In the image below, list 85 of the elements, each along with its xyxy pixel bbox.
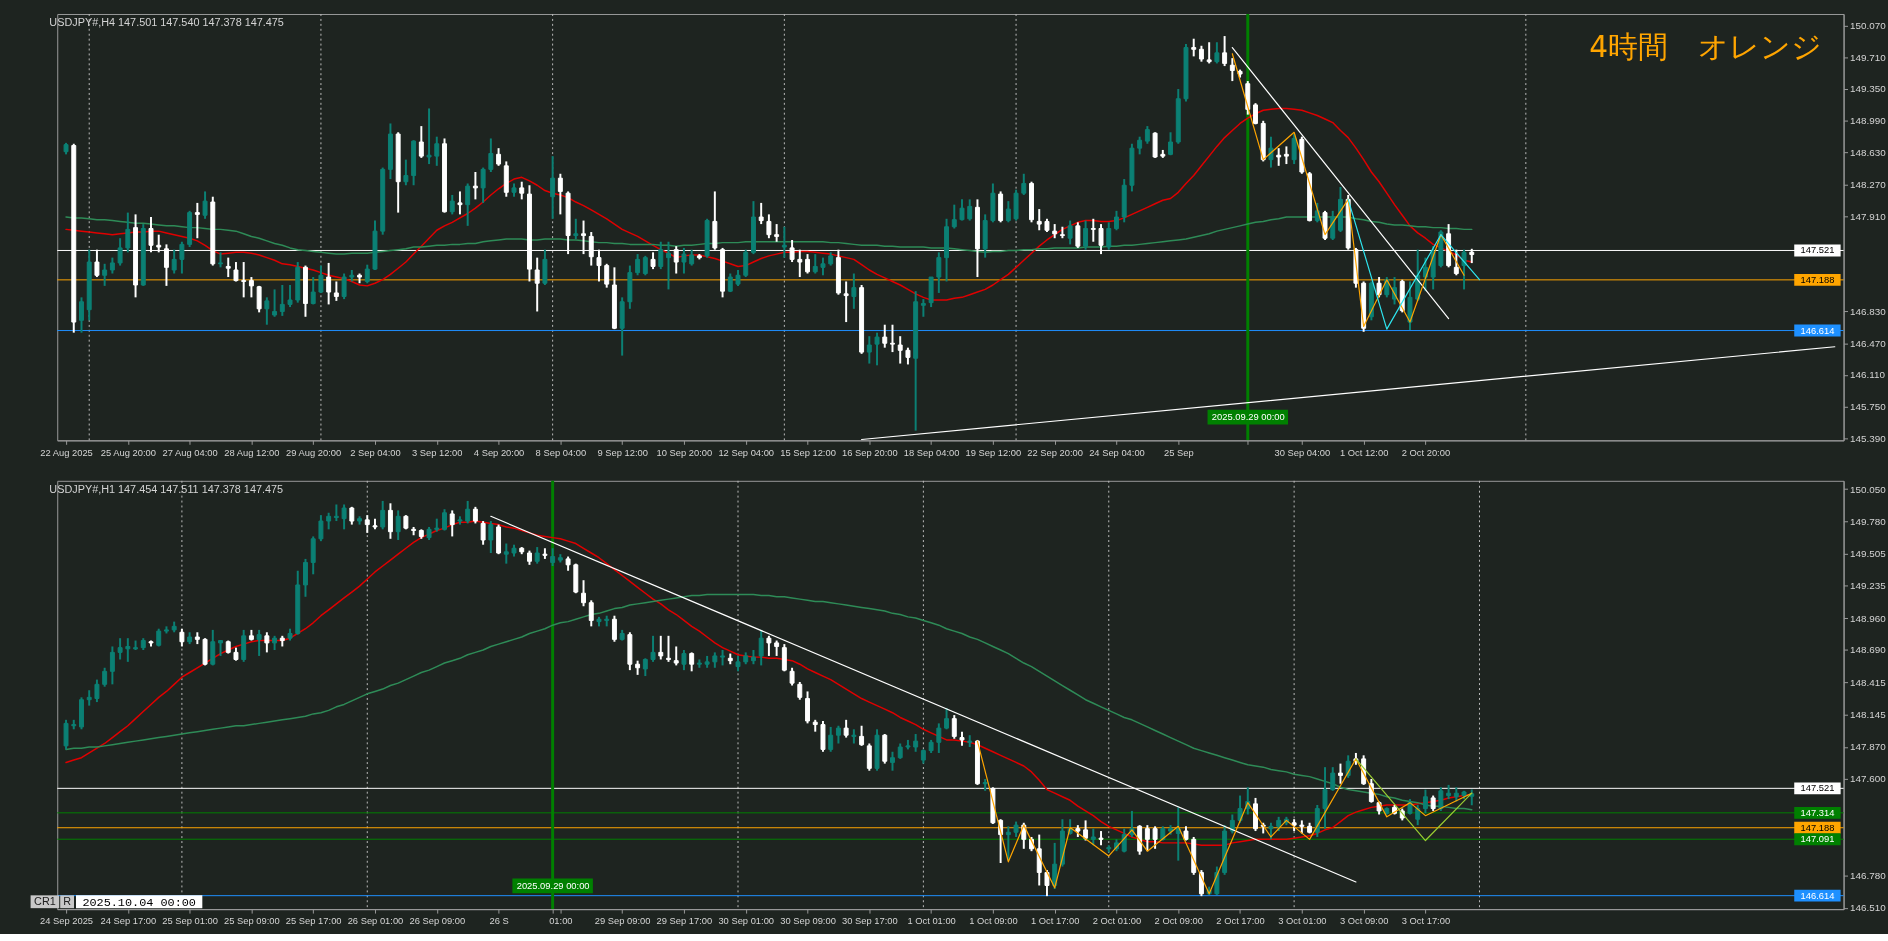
y-tick-label: 148.415: [1850, 677, 1887, 689]
x-tick-label: 27 Aug 04:00: [162, 447, 218, 458]
y-tick-label: 147.600: [1850, 773, 1887, 785]
y-tick-label: 150.070: [1850, 19, 1887, 31]
x-tick-label: 26 Sep 09:00: [409, 916, 466, 927]
y-tick-label: 149.505: [1850, 548, 1887, 560]
x-tick-label: 22 Sep 20:00: [1027, 447, 1084, 458]
x-tick-label: 2 Sep 04:00: [350, 447, 401, 458]
y-tick-label: 148.690: [1850, 644, 1887, 656]
x-tick-label: 2025.09.29 00:00: [1211, 412, 1285, 423]
y-tick-label: 147.870: [1850, 741, 1887, 753]
ref-line-label: 147.521: [1800, 783, 1835, 794]
x-tick-label: 19 Sep 12:00: [965, 447, 1022, 458]
x-tick-label: 26 S: [489, 916, 509, 927]
x-tick-label: 8 Sep 04:00: [535, 447, 587, 458]
x-tick-label: 25 Sep 09:00: [224, 916, 280, 927]
y-tick-label: 149.710: [1850, 51, 1887, 63]
x-tick-label: 9 Sep 12:00: [597, 447, 648, 458]
x-tick-label: 22 Aug 2025: [40, 447, 93, 458]
annotation: 2025.10.04 00:00: [82, 895, 196, 910]
y-tick-label: 149.235: [1850, 579, 1887, 591]
text: CR1: [34, 894, 56, 907]
y-tick-label: 145.750: [1850, 401, 1887, 413]
x-tick-label: 2 Oct 09:00: [1154, 916, 1203, 927]
x-tick-label: 01:00: [549, 916, 573, 927]
x-tick-label: 4 Sep 20:00: [473, 447, 525, 458]
x-tick-label: 25 Aug 20:00: [100, 447, 156, 458]
x-tick-label: 2 Oct 01:00: [1092, 916, 1142, 927]
x-tick-label: 25 Sep 17:00: [285, 916, 342, 927]
x-tick-label: 29 Aug 20:00: [286, 447, 342, 458]
x-tick-label: 12 Sep 04:00: [718, 447, 775, 458]
y-tick-label: 149.780: [1850, 515, 1887, 527]
x-tick-label: 18 Sep 04:00: [903, 447, 960, 458]
annotation: 4時間 オレンジ: [1589, 29, 1823, 64]
x-tick-label: 1 Oct 12:00: [1339, 447, 1389, 458]
y-tick-label: 146.780: [1850, 870, 1887, 882]
x-tick-label: 25 Sep: [1163, 447, 1194, 458]
x-tick-label: 25 Sep 01:00: [162, 916, 218, 927]
x-tick-label: 2 Oct 20:00: [1401, 447, 1451, 458]
x-tick-label: 3 Oct 09:00: [1339, 916, 1389, 927]
x-tick-label: 1 Oct 01:00: [907, 916, 956, 927]
x-tick-label: 28 Aug 12:00: [224, 447, 280, 458]
y-tick-label: 148.630: [1850, 147, 1887, 159]
y-tick-label: 147.910: [1850, 210, 1887, 222]
ref-line-label: 146.614: [1800, 325, 1835, 336]
x-tick-label: 2 Oct 17:00: [1216, 916, 1265, 927]
x-tick-label: 3 Oct 01:00: [1278, 916, 1327, 927]
x-tick-label: 29 Sep 17:00: [656, 916, 713, 927]
y-tick-label: 148.145: [1850, 708, 1887, 720]
x-tick-label: 3 Sep 12:00: [412, 447, 463, 458]
x-tick-label: 16 Sep 20:00: [841, 447, 898, 458]
chart-title: USDJPY#,H4 147.501 147.540 147.378 147.475: [49, 15, 284, 28]
annotation: R: [63, 894, 72, 907]
y-tick-label: 146.830: [1850, 305, 1887, 317]
y-tick-label: 148.960: [1850, 612, 1887, 624]
y-tick-label: 148.270: [1850, 178, 1887, 190]
ref-line-label: 147.188: [1800, 274, 1835, 285]
y-tick-label: 146.470: [1850, 337, 1887, 349]
x-tick-label: 15 Sep 12:00: [780, 447, 836, 458]
x-tick-label: 3 Oct 17:00: [1401, 916, 1451, 927]
x-tick-label: 24 Sep 2025: [39, 916, 94, 927]
y-tick-label: 146.510: [1850, 902, 1887, 914]
y-tick-label: 146.110: [1850, 369, 1886, 381]
x-tick-label: 30 Sep 01:00: [718, 916, 775, 927]
ref-line-label: 147.091: [1800, 834, 1835, 845]
x-tick-label: 30 Sep 04:00: [1274, 447, 1331, 458]
x-tick-label: 30 Sep 09:00: [780, 916, 836, 927]
ref-line-label: 147.521: [1800, 245, 1835, 256]
x-tick-label: 30 Sep 17:00: [841, 916, 898, 927]
x-tick-label: 24 Sep 04:00: [1089, 447, 1145, 458]
y-tick-label: 149.350: [1850, 83, 1887, 95]
x-tick-label: 1 Oct 17:00: [1030, 916, 1080, 927]
x-tick-label: 2025.09.29 00:00: [516, 880, 590, 891]
ref-line-label: 146.614: [1800, 890, 1835, 901]
x-tick-label: 1 Oct 09:00: [969, 916, 1018, 927]
y-tick-label: 150.050: [1850, 483, 1887, 495]
chart-title: USDJPY#,H1 147.454 147.511 147.378 147.475: [49, 482, 284, 495]
y-tick-label: 148.990: [1850, 115, 1887, 127]
ref-line-label: 147.314: [1800, 807, 1835, 818]
x-tick-label: 26 Sep 01:00: [347, 916, 404, 927]
y-tick-label: 145.390: [1850, 433, 1887, 445]
ref-line-label: 147.188: [1800, 822, 1835, 833]
x-tick-label: 29 Sep 09:00: [594, 916, 651, 927]
x-tick-label: 10 Sep 20:00: [656, 447, 713, 458]
x-tick-label: 24 Sep 17:00: [100, 916, 157, 927]
